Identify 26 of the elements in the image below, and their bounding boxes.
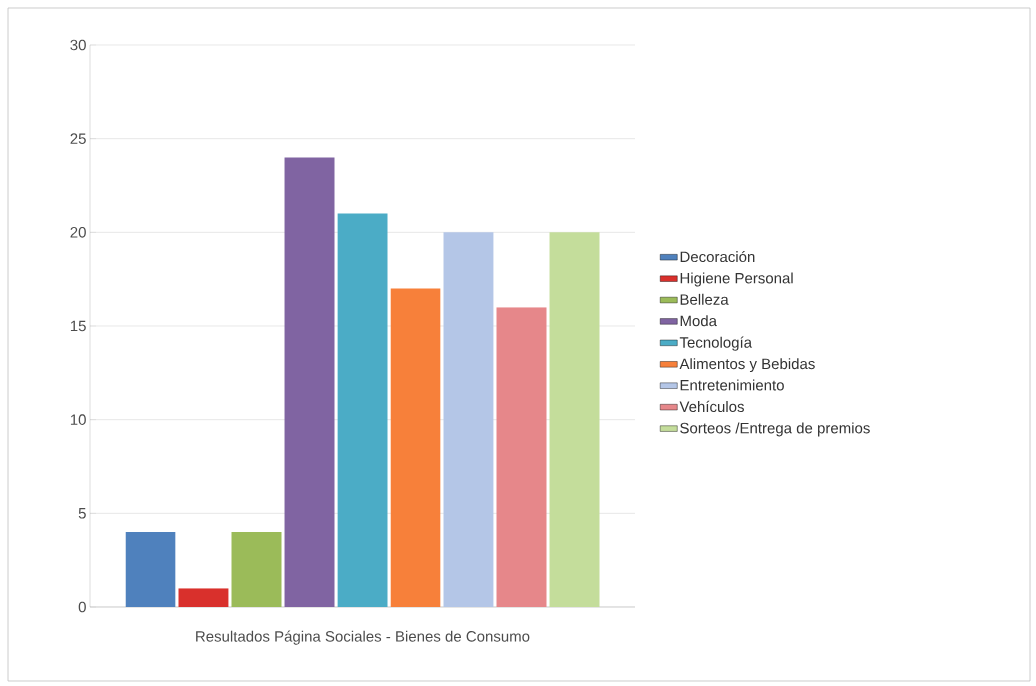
bar — [549, 232, 600, 607]
legend-label: Higiene Personal — [680, 272, 793, 287]
bar — [125, 532, 176, 607]
legend-label: Belleza — [680, 293, 729, 305]
bar — [496, 307, 547, 607]
legend-label: Tecnología — [679, 336, 753, 351]
x-tick-label: Resultados Página Sociales - Bienes de Consumo — [196, 630, 530, 645]
bar — [178, 588, 229, 607]
y-tick-label: 30 — [70, 39, 86, 51]
bar — [390, 288, 441, 607]
legend-label: Moda — [680, 315, 717, 327]
bar — [284, 157, 335, 607]
y-tick-label: 25 — [70, 133, 86, 144]
y-tick-label: 10 — [70, 414, 86, 425]
legend-label: Sorteos /Entrega de premios — [680, 422, 870, 437]
y-tick-label: 15 — [70, 320, 86, 332]
legend-label: Entretenimiento — [680, 379, 784, 391]
legend-label: Vehículos — [679, 400, 744, 413]
legend-label: Decoración — [680, 250, 755, 263]
bar — [231, 532, 282, 607]
y-tick-label: 0 — [78, 601, 86, 613]
legend-label: Alimentos y Bebidas — [679, 358, 815, 373]
y-tick-label: 5 — [78, 508, 86, 519]
y-tick-label: 20 — [70, 227, 86, 238]
bar — [337, 213, 388, 607]
bar — [443, 232, 494, 607]
